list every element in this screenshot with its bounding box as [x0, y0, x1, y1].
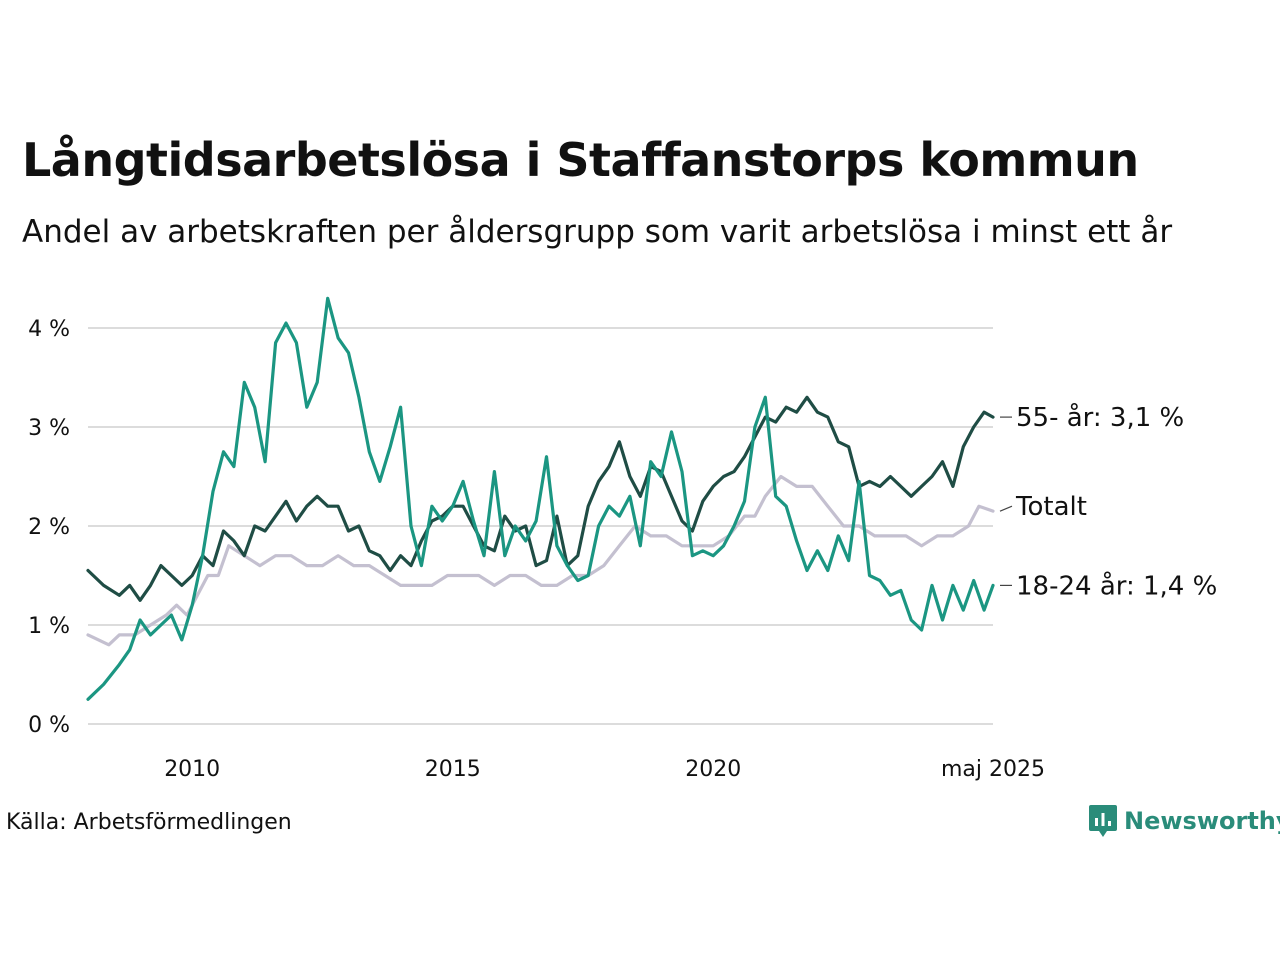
series-layer: [86, 296, 995, 701]
x-tick-label: maj 2025: [941, 757, 1045, 782]
x-axis: 2010 2015 2020 maj 2025: [164, 757, 1045, 782]
x-tick-label: 2020: [685, 757, 741, 782]
series-line-s1824: [86, 296, 995, 701]
source-note: Källa: Arbetsförmedlingen: [6, 810, 292, 835]
y-tick-label: 2 %: [28, 515, 70, 540]
y-tick-label: 0 %: [28, 713, 70, 738]
end-labels: Totalt 55- år: 3,1 % 18-24 år: 1,4 %: [999, 402, 1217, 601]
newsworthy-logo-icon: [1089, 805, 1117, 837]
y-tick-label: 1 %: [28, 614, 70, 639]
chart-title: Långtidsarbetslösa i Staffanstorps kommu…: [22, 133, 1139, 187]
chart-subtitle: Andel av arbetskraften per åldersgrupp s…: [22, 214, 1173, 250]
x-tick-label: 2015: [425, 757, 481, 782]
series-line-s55: [86, 395, 995, 602]
y-tick-label: 3 %: [28, 416, 70, 441]
end-label-s1824: 18-24 år: 1,4 %: [1016, 570, 1217, 601]
y-tick-label: 4 %: [28, 317, 70, 342]
x-tick-label: 2010: [164, 757, 220, 782]
y-axis: 0 % 1 % 2 % 3 % 4 %: [28, 317, 70, 738]
series-line-total: [86, 474, 995, 647]
end-label-total: Totalt: [1015, 492, 1087, 522]
end-label-leader: [999, 505, 1013, 512]
brand-logo[interactable]: Newsworthy: [1088, 803, 1280, 839]
end-label-s55: 55- år: 3,1 %: [1016, 402, 1184, 433]
brand-name: Newsworthy: [1124, 807, 1280, 835]
